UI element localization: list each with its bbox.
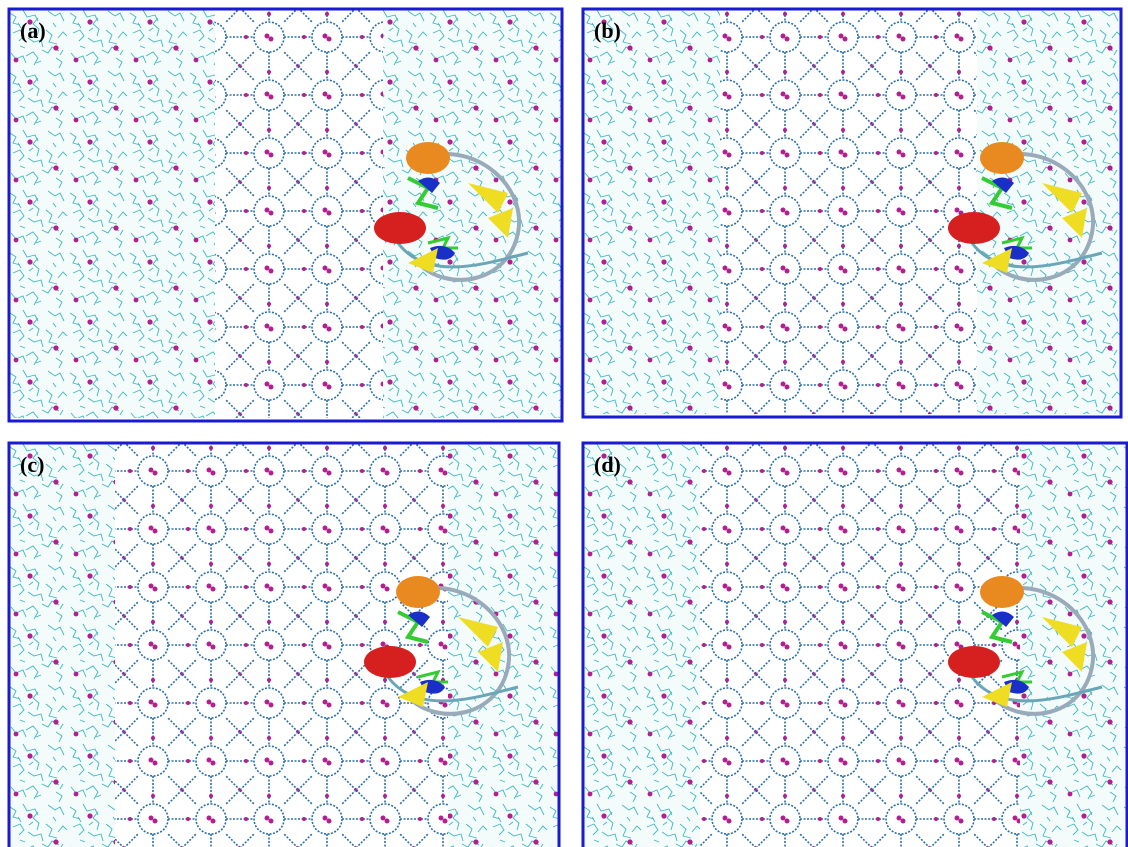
clathrate-region [720,8,977,414]
panel-label: (c) [20,452,44,477]
panel: (d) [582,442,1128,847]
clathrate-region [215,8,383,418]
panel-label: (b) [594,18,621,43]
panel: (c) [8,442,560,847]
clathrate-region [700,442,1020,847]
panel: (a) [8,8,563,421]
clathrate-region [115,442,448,847]
panel-label: (a) [20,18,46,43]
panel: (b) [582,8,1122,417]
figure: (a) (b) (c) (d) [0,0,1128,847]
panel-label: (d) [594,452,621,477]
